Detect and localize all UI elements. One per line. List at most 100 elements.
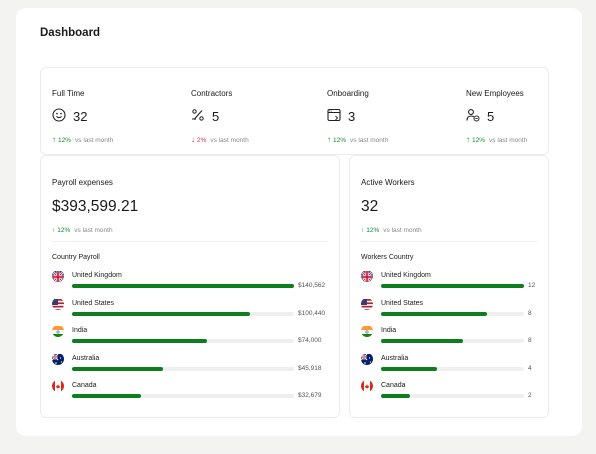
progress-track	[72, 339, 294, 343]
progress-track	[72, 311, 294, 316]
uk-flag-icon	[52, 270, 64, 282]
delta-percent: 12%	[366, 227, 380, 234]
progress-track	[72, 366, 294, 371]
progress-fill	[72, 284, 294, 288]
stat-onboarding: Onboarding 3 ↑ 12% vs last month	[327, 68, 447, 156]
stat-delta: ↑ 12% vs last month	[466, 135, 527, 144]
list-item: Australia 4	[361, 353, 532, 373]
country-name: Australia	[72, 354, 100, 362]
stat-value: 32	[73, 109, 88, 124]
stat-new-employees: New Employees 5 ↑ 12% vs last month	[466, 68, 586, 156]
list-item: Australia $45,918	[52, 353, 322, 373]
arrow-down-icon: ↓	[191, 135, 195, 144]
progress-fill	[381, 284, 524, 288]
country-name: India	[72, 327, 88, 334]
progress-track	[381, 366, 524, 371]
stat-delta: ↑ 12% vs last month	[52, 135, 113, 144]
country-name: Canada	[381, 382, 406, 389]
list-item: Canada 2	[361, 380, 532, 400]
delta-percent: 12%	[333, 137, 347, 144]
india-flag-icon	[52, 325, 64, 337]
row-value: $74,000	[298, 337, 322, 344]
delta-suffix: vs last month	[383, 227, 422, 234]
list-item: Canada $32,679	[52, 380, 322, 400]
payroll-total: $393,599.21	[52, 198, 139, 215]
canada-flag-icon	[52, 380, 64, 392]
percent-tag-icon	[191, 108, 205, 122]
stat-label: New Employees	[466, 89, 524, 98]
india-flag-icon	[361, 325, 373, 337]
progress-track	[72, 394, 294, 398]
delta-percent: 12%	[58, 137, 72, 144]
delta-suffix: vs last month	[74, 227, 113, 234]
row-value: 8	[528, 337, 532, 344]
progress-track	[381, 394, 524, 398]
card-title: Active Workers	[361, 178, 415, 187]
active-workers-card: Active Workers 32 ↑ 12% vs last month Work…	[349, 155, 549, 418]
stat-value: 3	[348, 109, 356, 124]
delta-percent: 12%	[57, 227, 71, 234]
section-title: Workers Country	[361, 254, 414, 261]
australia-flag-icon	[52, 353, 64, 365]
row-value: 4	[528, 364, 532, 372]
delta-suffix: vs last month	[489, 137, 528, 144]
list-item: India 8	[361, 325, 532, 345]
stat-full-time: Full Time 32 ↑ 12% vs last month	[52, 68, 172, 156]
row-value: $32,679	[298, 392, 322, 399]
divider	[361, 241, 537, 242]
section-title: Country Payroll	[52, 254, 100, 261]
progress-fill	[72, 339, 208, 343]
progress-fill	[72, 366, 164, 371]
stat-delta: ↓ 2% vs last month	[191, 135, 249, 144]
dashboard-panel: Dashboard Full Time 32 ↑ 12% vs last month…	[16, 8, 582, 436]
smiley-icon	[52, 108, 66, 122]
browser-window-icon	[327, 108, 341, 122]
arrow-up-icon: ↑	[52, 227, 56, 234]
card-title: Payroll expenses	[52, 178, 113, 187]
us-flag-icon	[361, 298, 373, 310]
divider	[52, 241, 328, 242]
delta-suffix: vs last month	[210, 137, 249, 144]
stat-label: Contractors	[191, 89, 233, 98]
stat-value: 5	[487, 109, 495, 124]
progress-track	[381, 311, 524, 316]
stats-row: Full Time 32 ↑ 12% vs last month Contracto…	[40, 67, 549, 155]
progress-fill	[381, 339, 463, 343]
page-title: Dashboard	[40, 27, 101, 39]
progress-track	[381, 284, 524, 288]
progress-fill	[381, 394, 410, 398]
arrow-up-icon: ↑	[466, 135, 470, 144]
row-value: 2	[528, 392, 532, 399]
row-value: $140,562	[298, 282, 326, 289]
us-flag-icon	[52, 298, 64, 310]
country-name: Australia	[381, 354, 409, 362]
workers-delta: ↑ 12% vs last month	[361, 227, 422, 234]
country-name: United Kingdom	[72, 272, 122, 279]
arrow-up-icon: ↑	[327, 135, 331, 144]
progress-fill	[381, 366, 437, 371]
progress-fill	[72, 394, 141, 398]
delta-suffix: vs last month	[75, 137, 114, 144]
australia-flag-icon	[361, 353, 373, 365]
list-item: United Kingdom 12	[361, 270, 535, 290]
arrow-up-icon: ↑	[361, 227, 365, 234]
row-value: 8	[528, 309, 532, 317]
stat-delta: ↑ 12% vs last month	[327, 135, 388, 144]
list-item: United Kingdom $140,562	[52, 270, 325, 290]
arrow-up-icon: ↑	[52, 135, 56, 144]
country-name: United States	[381, 299, 424, 307]
list-item: United States $100,440	[52, 298, 325, 318]
uk-flag-icon	[361, 270, 373, 282]
progress-track	[381, 339, 524, 343]
country-name: Canada	[72, 382, 97, 389]
list-item: United States 8	[361, 298, 532, 318]
stat-label: Full Time	[52, 89, 85, 98]
payroll-delta: ↑ 12% vs last month	[52, 227, 113, 234]
stat-label: Onboarding	[327, 89, 369, 98]
payroll-card: Payroll expenses $393,599.21 ↑ 12% vs last…	[40, 155, 340, 418]
row-value: $45,918	[298, 364, 322, 372]
delta-percent: 12%	[472, 137, 486, 144]
progress-fill	[381, 311, 487, 316]
row-value: $100,440	[298, 309, 326, 317]
progress-fill	[72, 311, 250, 316]
